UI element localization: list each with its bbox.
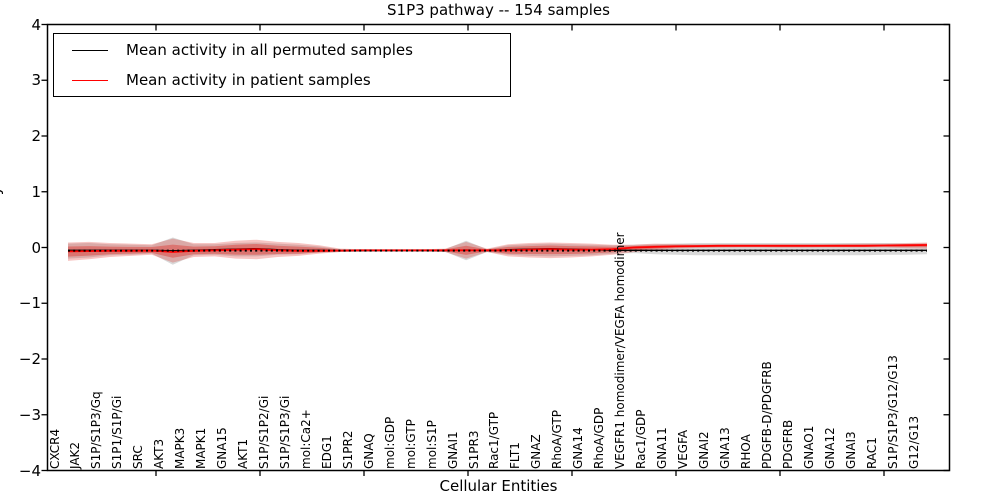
- x-tick-label: mol:Ca2+: [298, 408, 313, 469]
- x-tick-label: EDG1: [319, 434, 334, 469]
- x-tick-label: MAPK1: [194, 427, 209, 469]
- x-tick-label: S1P/S1P3/Gi: [277, 395, 292, 469]
- x-tick-label: RhoA/GDP: [592, 407, 607, 469]
- x-tick-label: PDGFB-D/PDGFRB: [759, 360, 774, 469]
- x-tick-label: RAC1: [864, 436, 879, 469]
- x-tick-label: AKT3: [152, 438, 167, 469]
- x-tick-label: GNA11: [655, 426, 670, 469]
- x-tick-label: SRC: [131, 444, 146, 469]
- x-tick-label: mol:S1P: [424, 419, 439, 469]
- y-tick-label: 1: [31, 182, 41, 201]
- x-tick-label: VEGFR1 homodimer/VEGFA homodimer: [613, 231, 628, 469]
- x-tick-label: CXCR4: [47, 428, 62, 469]
- y-tick-label: −1: [18, 294, 41, 313]
- x-axis-title: Cellular Entities: [439, 477, 558, 495]
- y-tick-label: 0: [31, 238, 41, 257]
- chart-title: S1P3 pathway -- 154 samples: [387, 1, 610, 19]
- x-tick-label: G12/G13: [906, 415, 921, 469]
- x-tick-label: GNAO1: [801, 425, 816, 469]
- y-tick-label: 4: [31, 15, 41, 34]
- legend-label-permuted: Mean activity in all permuted samples: [126, 41, 413, 59]
- x-tick-label: mol:GDP: [382, 416, 397, 469]
- x-tick-label: GNA14: [571, 426, 586, 469]
- x-tick-label: Rac1/GTP: [487, 411, 502, 469]
- x-tick-label: GNAI2: [696, 430, 711, 469]
- x-tick-label: mol:GTP: [403, 418, 418, 469]
- legend-line-black: [72, 49, 108, 51]
- x-tick-label: RhoA/GTP: [550, 409, 565, 469]
- x-tick-label: RHOA: [738, 433, 753, 469]
- y-tick-label: −2: [18, 350, 41, 368]
- x-tick-label: GNA13: [717, 426, 732, 469]
- y-tick-label: −4: [18, 461, 41, 480]
- legend-line-red: [72, 79, 108, 81]
- x-tick-label: GNAQ: [361, 432, 376, 469]
- y-tick-label: 3: [31, 71, 41, 90]
- x-tick-label: S1P/S1P3/Gq: [89, 390, 104, 469]
- legend-item-patient: Mean activity in patient samples: [54, 66, 510, 94]
- x-tick-label: Rac1/GDP: [634, 409, 649, 469]
- x-tick-label: S1P1/S1P/Gi: [110, 395, 125, 469]
- x-tick-label: AKT1: [236, 438, 251, 469]
- x-tick-label: S1PR3: [466, 430, 481, 469]
- x-tick-label: FLT1: [508, 441, 523, 469]
- patient-mean-line: [67, 244, 928, 253]
- x-tick-label: GNAI3: [843, 430, 858, 469]
- x-tick-label: S1PR2: [340, 430, 355, 469]
- legend-label-patient: Mean activity in patient samples: [126, 71, 371, 89]
- x-tick-label: S1P/S1P2/Gi: [257, 395, 271, 469]
- x-tick-label: GNAZ: [529, 433, 544, 469]
- y-tick-label: 2: [31, 127, 41, 145]
- x-tick-label: PDGFRB: [780, 419, 795, 469]
- y-axis-title: Inferred Activity: [0, 186, 4, 306]
- x-tick-label: GNA15: [215, 426, 230, 469]
- legend-item-permuted: Mean activity in all permuted samples: [54, 36, 510, 64]
- x-tick-label: S1P/S1P3/G12/G13: [885, 354, 900, 469]
- x-tick-label: VEGFA: [676, 429, 691, 469]
- x-tick-label: JAK2: [68, 441, 83, 469]
- legend: Mean activity in all permuted samples Me…: [53, 33, 511, 97]
- y-tick-label: −3: [18, 405, 41, 424]
- x-tick-label: GNA12: [822, 426, 837, 469]
- x-tick-label: MAPK3: [173, 427, 188, 469]
- x-tick-label: GNAI1: [445, 430, 460, 469]
